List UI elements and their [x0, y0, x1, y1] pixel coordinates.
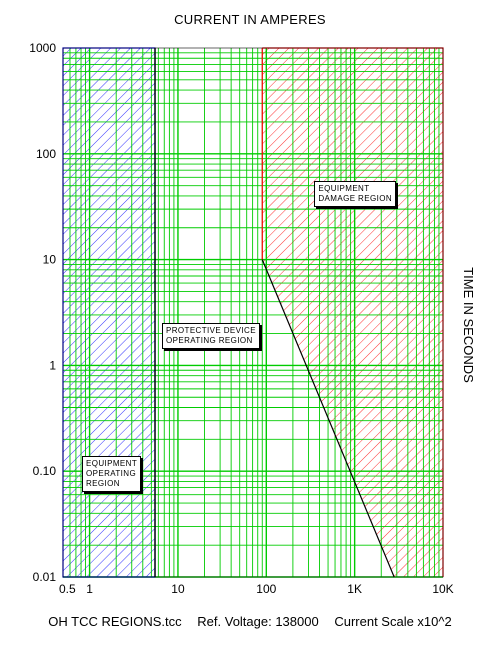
- current-scale: Current Scale x10^2: [334, 614, 452, 629]
- x-tick-label: 1K: [347, 582, 362, 596]
- x-tick-label: 0.5: [59, 582, 76, 596]
- region-label-line: EQUIPMENT: [318, 184, 370, 194]
- y-tick-label: 0.01: [33, 570, 57, 584]
- region-label-line: OPERATING: [85, 468, 137, 478]
- y-tick-label: 0.10: [33, 464, 57, 478]
- damage-curve-line: [261, 259, 395, 578]
- region-label-line: REGION: [85, 478, 120, 488]
- y-tick-label: 1000: [29, 41, 56, 55]
- footer-bar: OH TCC REGIONS.tcc Ref. Voltage: 138000 …: [0, 614, 500, 629]
- file-name: OH TCC REGIONS.tcc: [48, 614, 182, 629]
- region-label-line: DAMAGE REGION: [318, 194, 393, 204]
- region-label: EQUIPMENT DAMAGE REGION: [314, 181, 397, 208]
- y-tick-label: 10: [43, 253, 57, 267]
- region-label: EQUIPMENT OPERATING REGION: [81, 455, 142, 492]
- blue-region-hatch: [63, 48, 156, 577]
- x-tick-label: 10K: [432, 582, 453, 596]
- red-region-hatch: [262, 48, 443, 577]
- y-tick-label: 100: [36, 147, 56, 161]
- region-label-line: EQUIPMENT: [85, 458, 138, 468]
- y-tick-label: 1: [49, 358, 56, 372]
- ref-voltage: Ref. Voltage: 138000: [197, 614, 319, 629]
- x-tick-label: 100: [256, 582, 276, 596]
- x-axis-title: CURRENT IN AMPERES: [174, 12, 326, 27]
- region-label-line: PROTECTIVE DEVICE: [166, 326, 256, 336]
- x-tick-label: 1: [86, 582, 93, 596]
- region-label: PROTECTIVE DEVICE OPERATING REGION: [162, 323, 260, 350]
- x-tick-label: 10: [171, 582, 185, 596]
- plot-frame: [62, 47, 444, 578]
- region-label-line: OPERATING REGION: [166, 336, 253, 346]
